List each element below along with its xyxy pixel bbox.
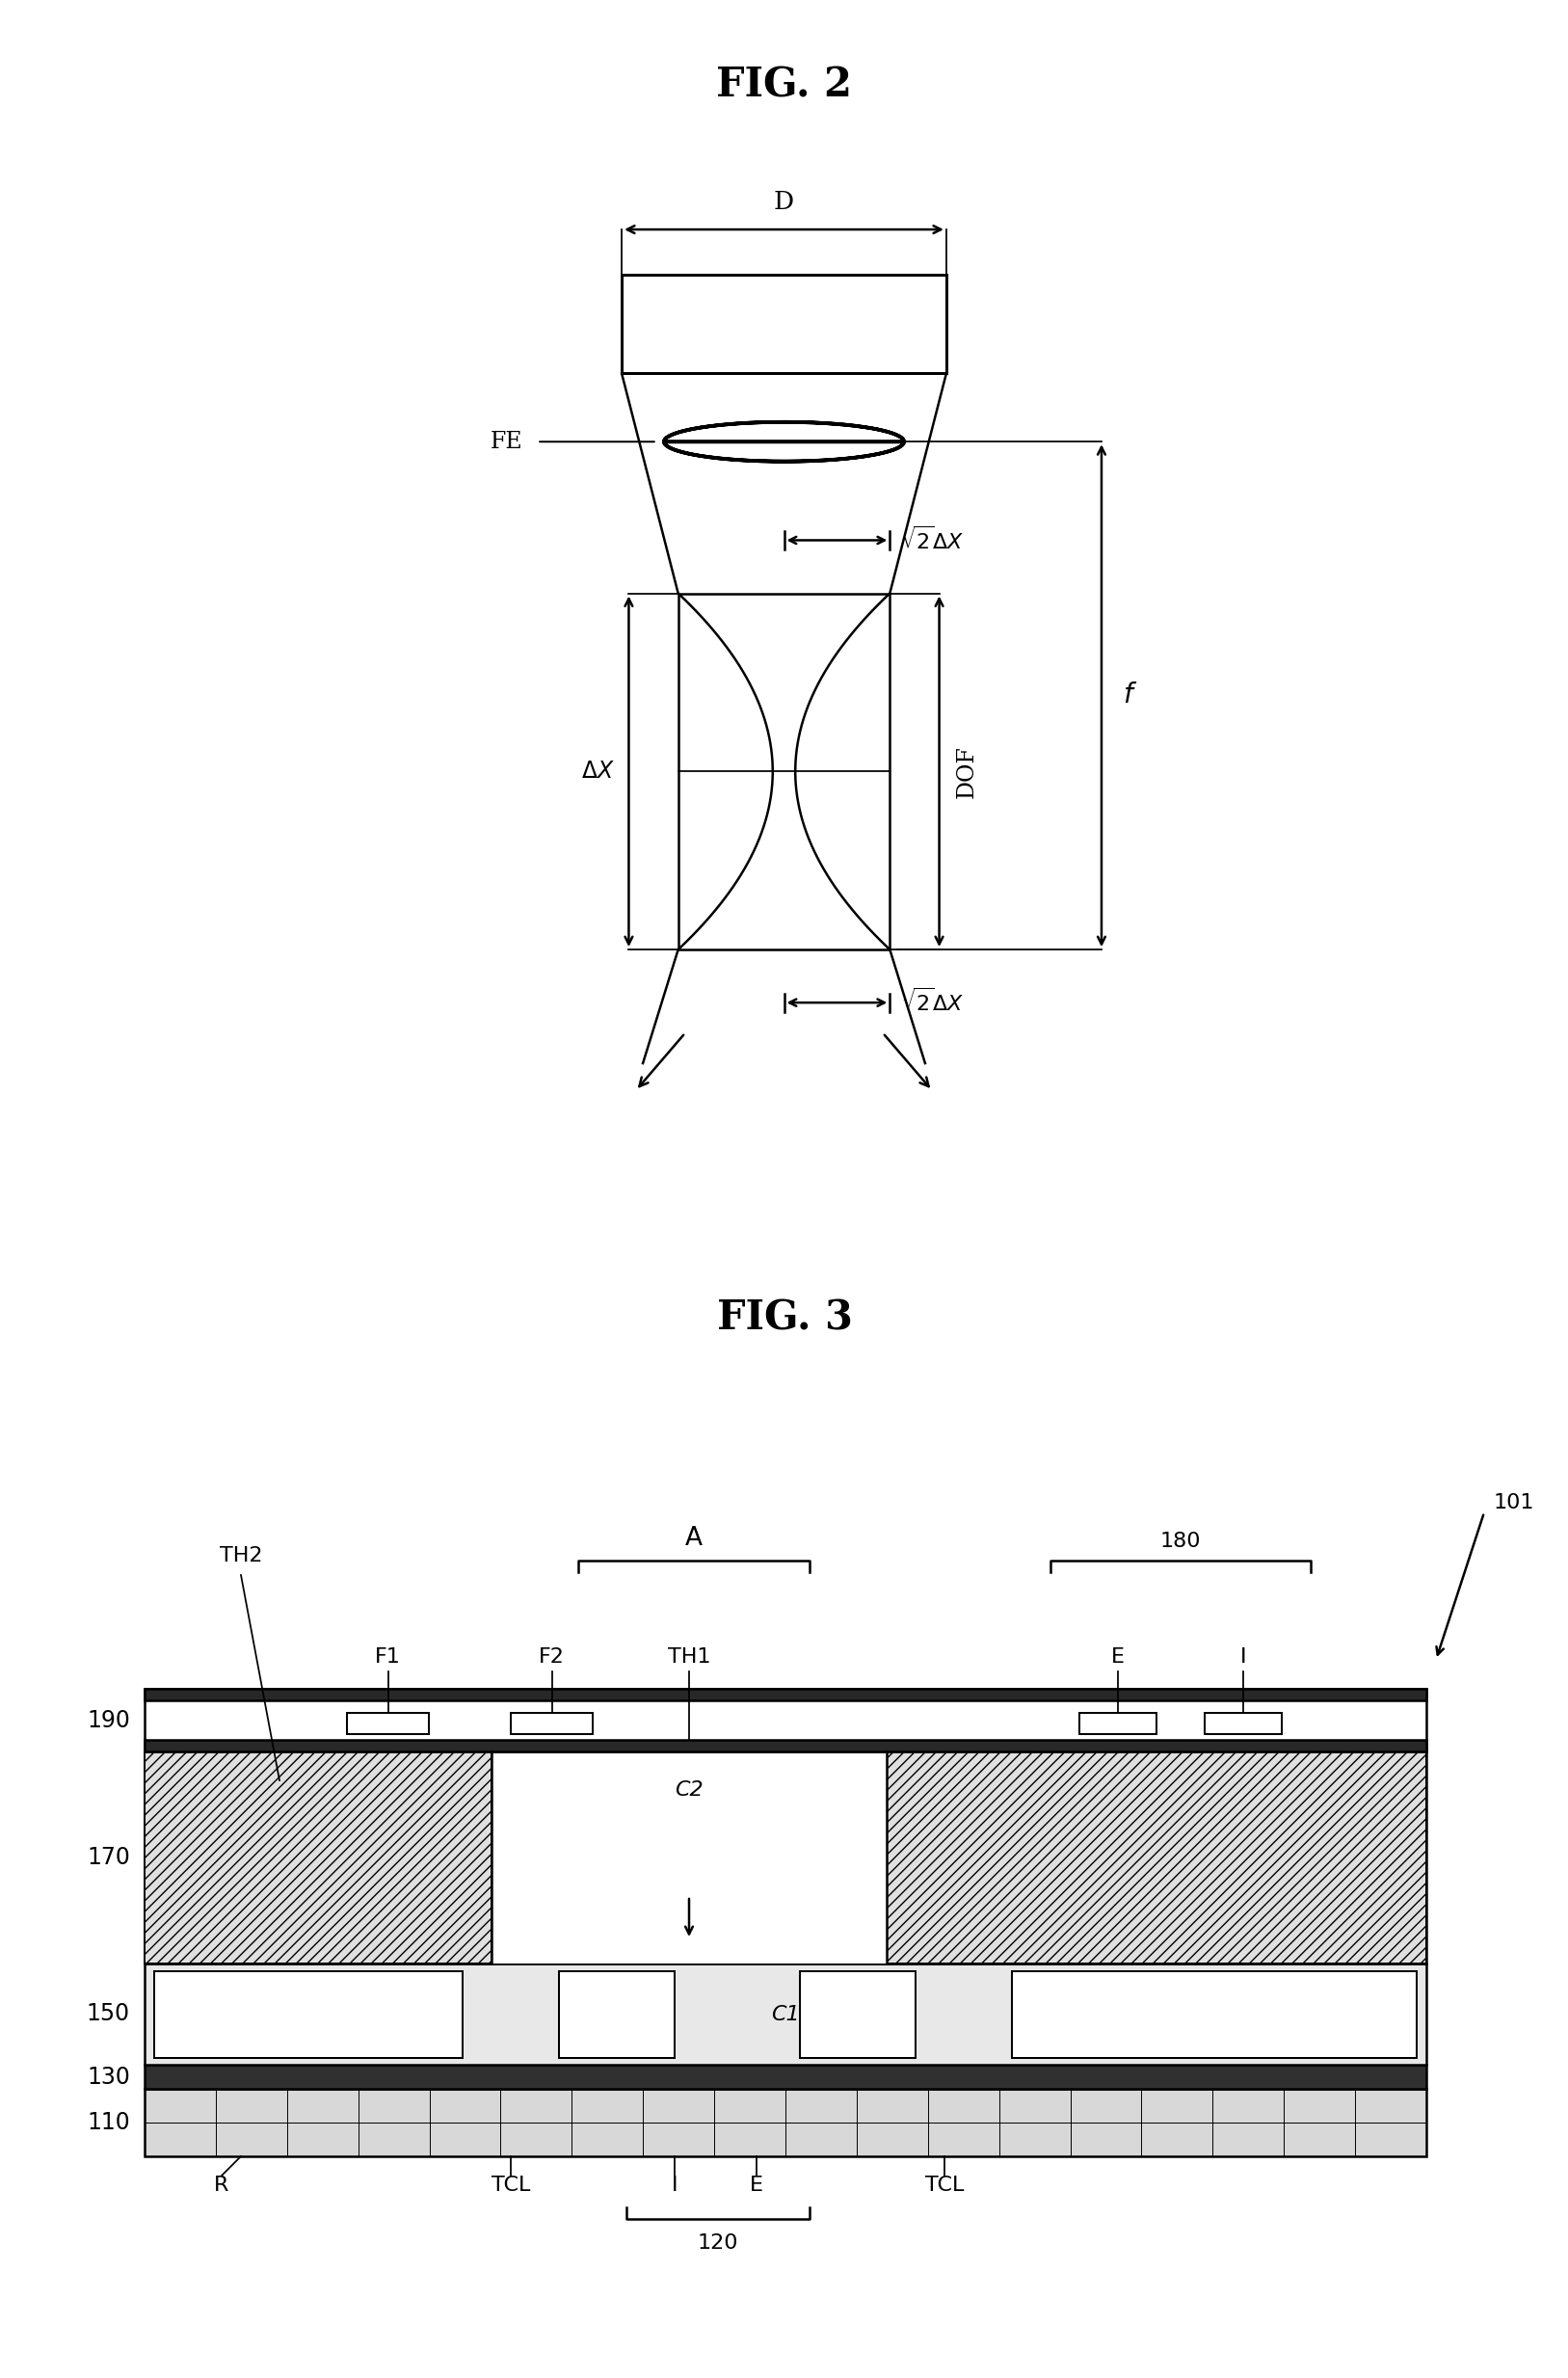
Polygon shape	[347, 1712, 430, 1734]
Text: $\sqrt{2}\Delta X$: $\sqrt{2}\Delta X$	[902, 526, 964, 554]
Polygon shape	[1079, 1712, 1157, 1734]
Text: C1: C1	[771, 2005, 800, 2024]
Text: E: E	[750, 2176, 764, 2195]
Text: TH1: TH1	[668, 1648, 710, 1667]
Polygon shape	[491, 1753, 886, 1964]
Text: TCL: TCL	[491, 2176, 530, 2195]
Polygon shape	[511, 1712, 593, 1734]
Text: $\Delta X$: $\Delta X$	[582, 761, 615, 782]
Polygon shape	[144, 1688, 1427, 1700]
Polygon shape	[1011, 1971, 1417, 2057]
Text: 101: 101	[1494, 1493, 1535, 1512]
Text: TCL: TCL	[925, 2176, 964, 2195]
Polygon shape	[1204, 1712, 1281, 1734]
Text: F2: F2	[539, 1648, 564, 1667]
Text: F1: F1	[375, 1648, 401, 1667]
Polygon shape	[144, 2088, 1427, 2157]
Text: 120: 120	[698, 2233, 739, 2252]
Polygon shape	[144, 1964, 1427, 2064]
Text: FE: FE	[491, 430, 524, 452]
Text: C2: C2	[674, 1781, 704, 1800]
Text: FIG. 3: FIG. 3	[717, 1298, 853, 1339]
Polygon shape	[144, 2064, 1427, 2088]
Polygon shape	[558, 1971, 674, 2057]
Text: 130: 130	[86, 2064, 130, 2088]
Text: I: I	[1240, 1648, 1247, 1667]
Text: 190: 190	[86, 1707, 130, 1731]
Text: 110: 110	[86, 2112, 130, 2133]
Text: R: R	[215, 2176, 229, 2195]
Text: $f$: $f$	[1123, 682, 1137, 709]
Text: I: I	[671, 2176, 677, 2195]
Text: E: E	[1112, 1648, 1124, 1667]
Polygon shape	[144, 1688, 1427, 1753]
Text: TH2: TH2	[220, 1546, 262, 1565]
Text: 180: 180	[1160, 1531, 1201, 1550]
Polygon shape	[800, 1971, 916, 2057]
Text: $\sqrt{2}\Delta X$: $\sqrt{2}\Delta X$	[902, 989, 964, 1015]
Text: DOF: DOF	[956, 744, 978, 799]
Polygon shape	[144, 1741, 1427, 1753]
Text: 150: 150	[86, 2002, 130, 2026]
Text: FIG. 2: FIG. 2	[717, 64, 851, 105]
Text: D: D	[775, 190, 793, 214]
Polygon shape	[144, 1753, 1427, 1964]
Text: A: A	[685, 1527, 702, 1550]
Polygon shape	[154, 1971, 463, 2057]
Polygon shape	[886, 1753, 1427, 1964]
Text: 170: 170	[86, 1845, 130, 1869]
Polygon shape	[144, 1753, 491, 1964]
